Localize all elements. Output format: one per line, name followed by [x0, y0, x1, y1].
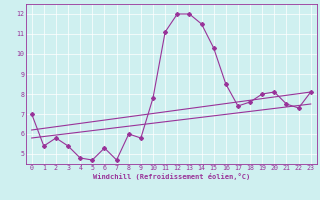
X-axis label: Windchill (Refroidissement éolien,°C): Windchill (Refroidissement éolien,°C): [92, 173, 250, 180]
